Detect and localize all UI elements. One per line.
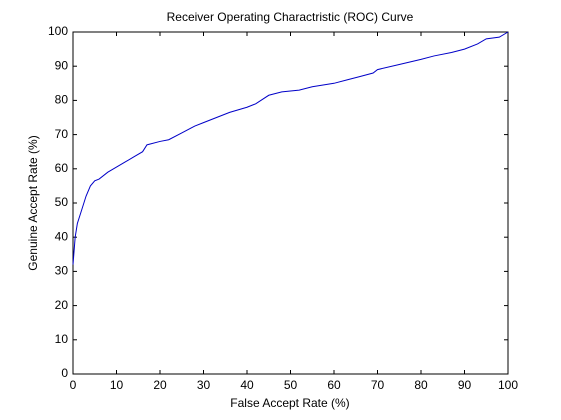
- y-tick-label: 20: [55, 298, 69, 312]
- y-tick-label: 90: [55, 58, 69, 72]
- y-tick-label: 50: [55, 195, 69, 209]
- x-tick-label: 0: [70, 378, 77, 392]
- y-axis-label: Genuine Accept Rate (%): [26, 135, 40, 270]
- x-tick-label: 80: [414, 378, 428, 392]
- x-tick-label: 60: [327, 378, 341, 392]
- y-tick-label: 30: [55, 264, 69, 278]
- x-tick-label: 20: [153, 378, 167, 392]
- plot-frame: [72, 31, 509, 375]
- roc-curve: [72, 31, 509, 265]
- x-tick-label: 70: [371, 378, 385, 392]
- y-tick-label: 10: [55, 332, 69, 346]
- x-tick-label: 10: [110, 378, 124, 392]
- y-tick-label: 80: [55, 93, 69, 107]
- x-tick-label: 90: [458, 378, 472, 392]
- chart-title: Receiver Operating Charactristic (ROC) C…: [167, 10, 414, 24]
- y-tick-label: 100: [48, 24, 68, 38]
- y-tick-label: 40: [55, 229, 69, 243]
- y-tick-label: 0: [61, 366, 68, 380]
- y-tick-label: 60: [55, 161, 69, 175]
- x-tick-label: 100: [498, 378, 518, 392]
- x-tick-label: 30: [197, 378, 211, 392]
- y-tick-label: 70: [55, 127, 69, 141]
- x-tick-label: 50: [284, 378, 298, 392]
- x-axis-label: False Accept Rate (%): [230, 396, 349, 410]
- x-tick-label: 40: [240, 378, 254, 392]
